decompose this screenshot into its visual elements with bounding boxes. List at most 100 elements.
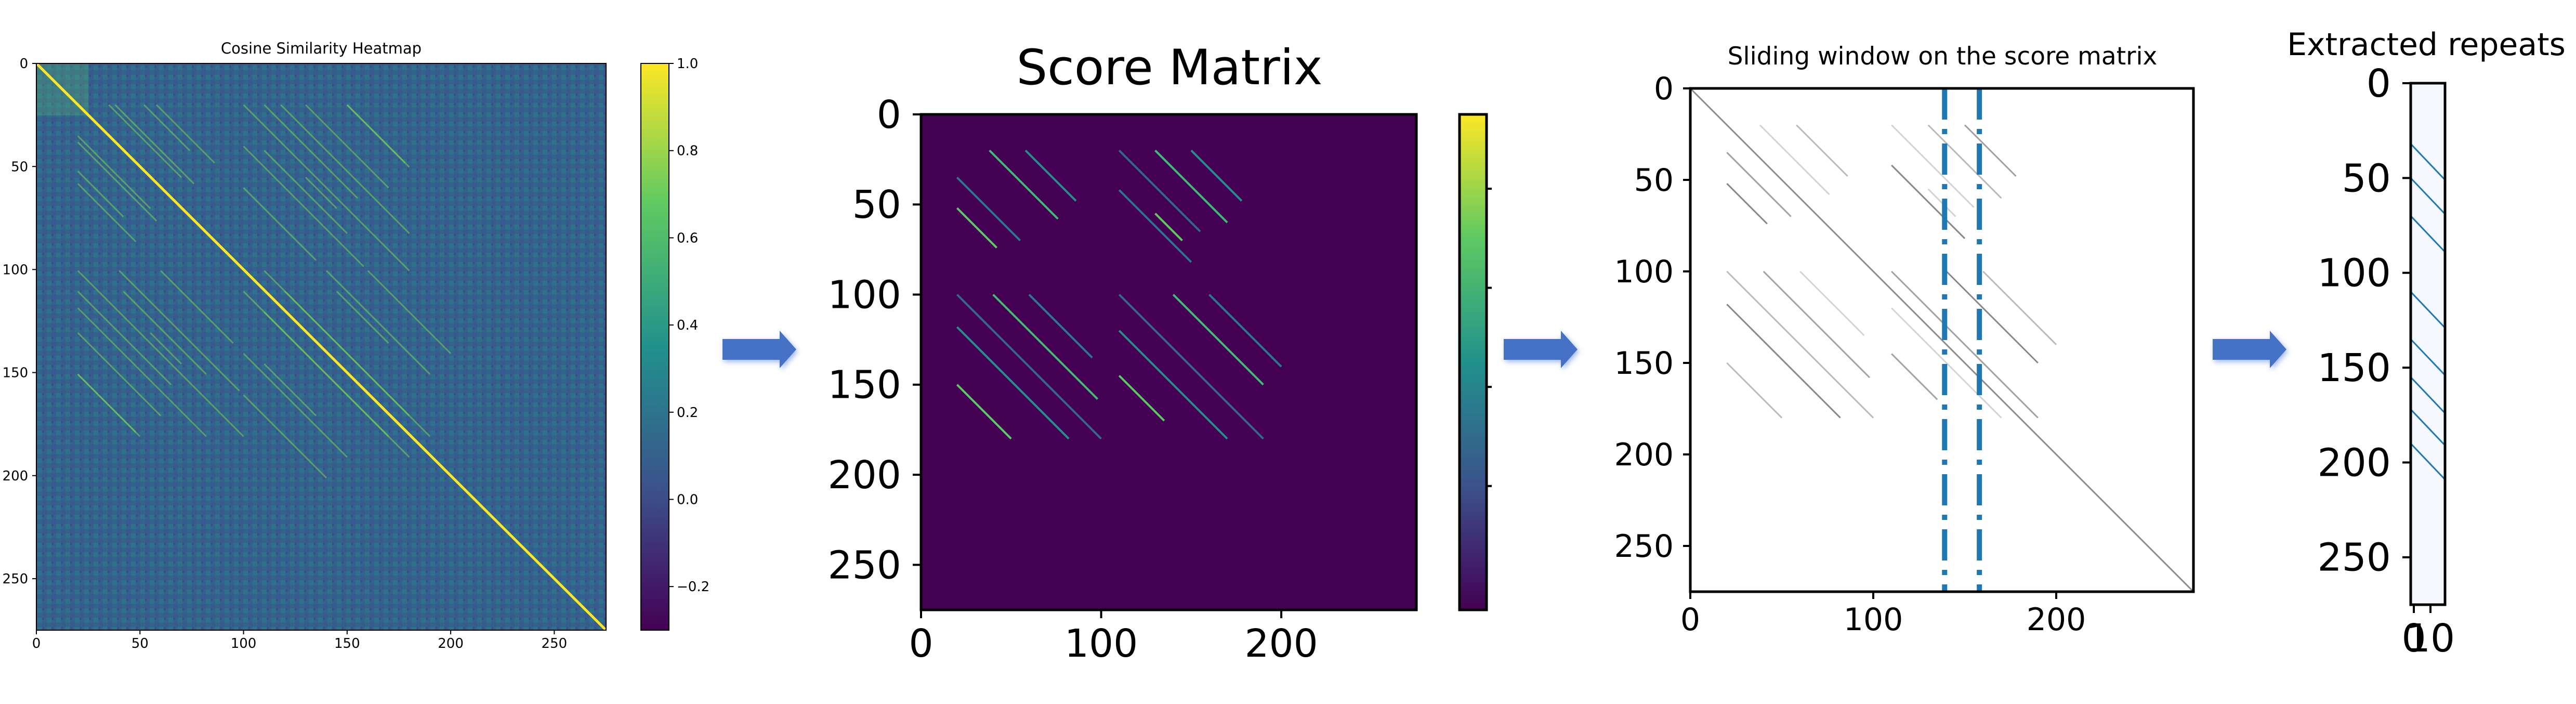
x-tick-label: 10	[2406, 616, 2455, 661]
similarity-band	[119, 270, 240, 392]
x-tick-label: 250	[542, 636, 568, 651]
score-segment	[1726, 270, 1874, 419]
score-segment	[1891, 164, 1966, 239]
arrow-3	[2213, 331, 2286, 368]
panel-score-matrix: Score Matrix 0 100 200 0 50 100 150 200 250	[828, 40, 1492, 666]
score-segment	[1964, 124, 2017, 177]
score-segment	[1726, 362, 1783, 419]
similarity-band	[325, 270, 431, 375]
panel1-frame	[36, 63, 607, 631]
colorbar-tick-label: 0.4	[677, 318, 698, 333]
y-tick-label: 200	[1614, 437, 1674, 473]
right-arrow-icon	[722, 331, 796, 368]
score-segment	[956, 384, 1012, 440]
score-segment	[1726, 152, 1792, 217]
repeat-segment	[2410, 215, 2446, 253]
similarity-band	[243, 394, 327, 479]
score-segment	[1759, 124, 1830, 195]
repeat-segment	[2410, 338, 2446, 376]
similarity-band	[264, 311, 389, 437]
score-segment	[1118, 375, 1165, 422]
repeat-segment	[2410, 409, 2446, 446]
similarity-band	[367, 270, 452, 355]
y-tick-label: 150	[828, 363, 901, 408]
panel-cosine-heatmap: Cosine Similarity Heatmap 0 50 100 150 200 25…	[3, 40, 710, 651]
y-tick-label: 0	[20, 56, 29, 72]
score-segment	[1796, 124, 1848, 177]
score-segment	[1891, 353, 1938, 400]
panel3-window-lines	[1942, 88, 1982, 592]
repeat-segment	[2410, 177, 2446, 215]
y-tick-label: 50	[852, 182, 901, 227]
panel3-title: Sliding window on the score matrix	[1728, 42, 2158, 71]
similarity-band	[264, 150, 348, 234]
similarity-band	[243, 104, 410, 271]
panel2-colorbar-marks	[1487, 187, 1492, 487]
similarity-band	[280, 104, 410, 234]
score-segment	[1190, 149, 1243, 202]
right-arrow-icon	[2213, 331, 2286, 368]
panel2-x-ticks: 0 100 200	[909, 610, 1318, 666]
y-tick-label: 200	[828, 453, 901, 498]
panel2-y-ticks: 0 50 100 150 200 250	[828, 93, 921, 588]
colorbar-tick-label: −0.2	[677, 579, 709, 595]
score-segment	[992, 294, 1099, 400]
y-tick-label: 100	[2318, 251, 2391, 296]
repeat-segment	[2410, 376, 2446, 414]
similarity-band	[305, 104, 389, 189]
similarity-band	[243, 187, 317, 261]
panel1-colorbar-ticks: 1.0 0.8 0.6 0.4 0.2 0.0 −0.2	[669, 56, 709, 595]
similarity-band	[77, 135, 151, 210]
x-tick-label: 100	[1844, 602, 1903, 638]
similarity-band	[77, 270, 244, 437]
y-tick-label: 250	[3, 571, 29, 587]
x-tick-label: 100	[231, 636, 257, 651]
similarity-band	[160, 270, 234, 344]
panel2-frame	[919, 113, 1418, 611]
similarity-band	[305, 177, 337, 210]
score-segment	[1028, 294, 1093, 359]
similarity-band	[114, 104, 194, 185]
y-tick-label: 50	[11, 159, 28, 175]
score-segment	[1208, 294, 1282, 368]
score-segment	[956, 207, 997, 249]
panel1-main-diagonal	[35, 62, 607, 631]
panel4-matrix	[2411, 83, 2445, 605]
similarity-band	[150, 332, 182, 364]
colorbar-tick-label: 1.0	[677, 56, 698, 72]
score-segment	[1154, 213, 1183, 241]
x-tick-label: 200	[2027, 602, 2086, 638]
y-tick-label: 250	[2318, 536, 2391, 580]
x-tick-label: 0	[909, 621, 933, 666]
similarity-band	[346, 104, 410, 168]
score-segment	[989, 149, 1059, 220]
colorbar-tick-label: 0.0	[677, 492, 698, 507]
score-segment	[956, 326, 1070, 440]
panel3-segments	[1726, 124, 2057, 419]
similarity-band	[77, 183, 137, 242]
y-tick-label: 0	[1654, 71, 1674, 107]
panel1-y-ticks: 0 50 100 150 200 250	[3, 56, 36, 587]
panel2-title: Score Matrix	[1016, 40, 1322, 96]
score-segment	[1927, 124, 2002, 199]
y-tick-label: 100	[3, 262, 29, 278]
colorbar-tick-label: 0.8	[677, 144, 698, 159]
y-tick-label: 150	[3, 366, 29, 381]
similarity-band	[243, 353, 348, 458]
panel3-main-diagonal	[1689, 87, 2194, 593]
panel2-matrix	[921, 114, 1416, 610]
x-tick-label: 0	[2401, 616, 2426, 661]
x-tick-label: 100	[1064, 621, 1138, 666]
score-segment	[1799, 270, 1865, 336]
similarity-band	[156, 104, 215, 164]
y-tick-label: 0	[877, 93, 901, 137]
similarity-band	[77, 171, 124, 217]
score-segment	[1927, 188, 1956, 217]
score-segment	[1118, 294, 1264, 440]
score-segment	[1726, 304, 1841, 419]
x-tick-label: 0	[1680, 602, 1700, 638]
similarity-band	[143, 104, 190, 151]
panel1-x-ticks: 0 50 100 150 200 250	[32, 630, 567, 651]
y-tick-label: 250	[828, 543, 901, 588]
